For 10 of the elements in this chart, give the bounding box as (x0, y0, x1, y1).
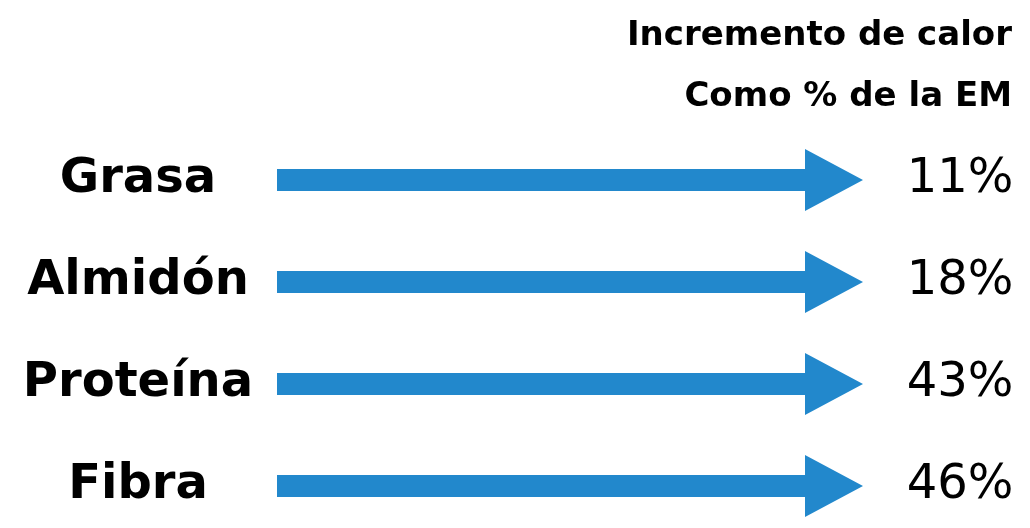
category-label: Almidón (27, 249, 249, 306)
text: Incremento de calor (626, 12, 1013, 53)
data-label: 43% (906, 351, 1014, 408)
data-label: 46% (906, 453, 1014, 510)
category-label: Fibra (68, 453, 208, 510)
text: Como % de la EM (684, 73, 1012, 114)
data-label: 11% (906, 147, 1014, 204)
category-label: Proteína (22, 351, 254, 408)
data-label: 18% (906, 249, 1014, 306)
category-label: Grasa (59, 147, 217, 204)
